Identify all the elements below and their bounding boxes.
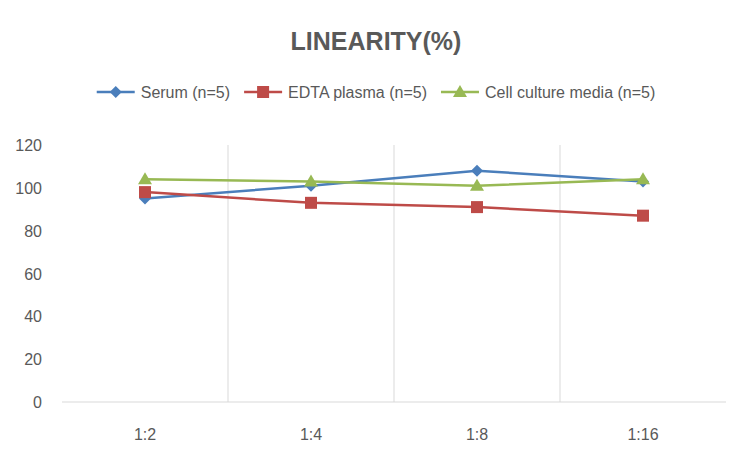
- x-tick-label: 1:8: [466, 426, 488, 443]
- data-point: [637, 210, 649, 222]
- legend-label: EDTA plasma (n=5): [288, 84, 427, 101]
- legend-label: Serum (n=5): [141, 84, 230, 101]
- data-point: [470, 179, 484, 191]
- legend-label: Cell culture media (n=5): [485, 84, 655, 101]
- legend: Serum (n=5) EDTA plasma (n=5) Cell culture…: [97, 84, 656, 101]
- data-point: [636, 172, 650, 184]
- legend-marker: [453, 85, 467, 97]
- plot-area: [138, 165, 650, 222]
- data-point: [304, 174, 318, 186]
- data-point: [139, 186, 151, 198]
- legend-marker: [257, 86, 269, 98]
- data-point: [305, 197, 317, 209]
- grid-line: [228, 145, 229, 402]
- x-axis: [62, 402, 726, 403]
- y-tick-label: 40: [24, 308, 42, 325]
- background: [0, 0, 752, 452]
- data-point: [138, 172, 152, 184]
- y-tick-label: 20: [24, 351, 42, 368]
- x-tick-label: 1:4: [300, 426, 322, 443]
- series-line: [145, 171, 643, 199]
- data-point: [471, 165, 483, 177]
- y-tick-label: 80: [24, 223, 42, 240]
- series-line: [145, 192, 643, 216]
- y-range: [62, 145, 63, 402]
- y-tick-label: 0: [33, 394, 42, 411]
- y-tick-label: 120: [15, 137, 42, 154]
- chart: LINEARITY(%) 0 20 40 60 80 100 120 1:2 1:4 1:8 1:16…: [0, 0, 752, 452]
- legend-marker: [110, 86, 122, 98]
- x-tick-label: 1:2: [134, 426, 156, 443]
- series-line: [145, 179, 643, 185]
- y-tick-label: 60: [24, 266, 42, 283]
- x-tick-label: 1:16: [627, 426, 658, 443]
- data-point: [471, 201, 483, 213]
- y-tick-label: 100: [15, 180, 42, 197]
- title: LINEARITY(%): [291, 27, 462, 55]
